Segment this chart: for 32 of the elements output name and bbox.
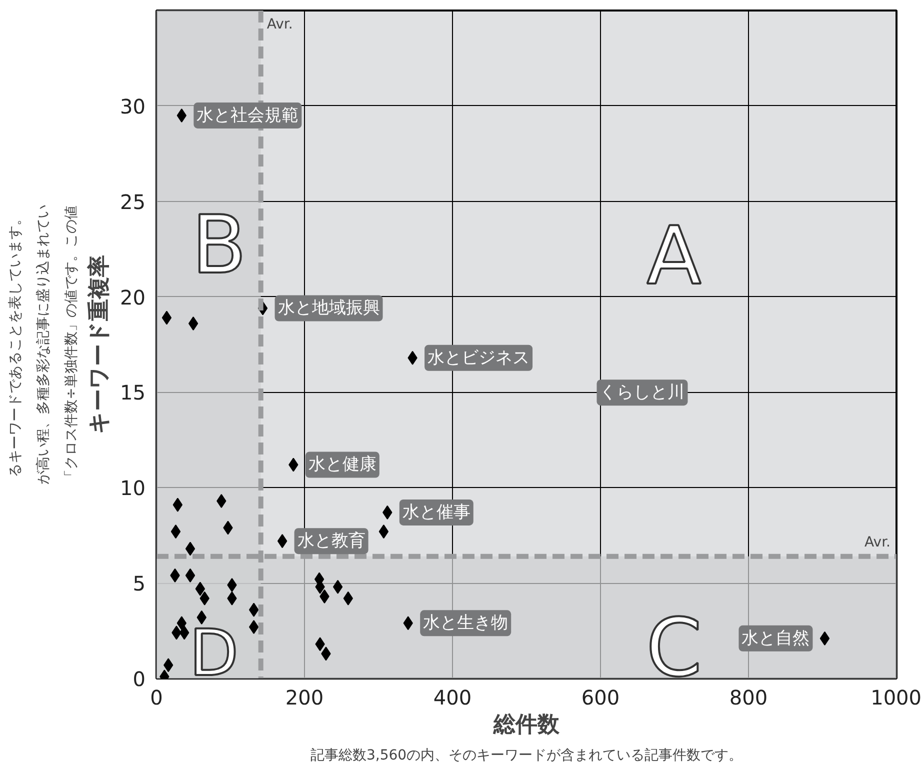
y-tick-label: 10 bbox=[120, 476, 146, 500]
annotation: くらしと川 bbox=[600, 382, 685, 403]
y-tick-label: 30 bbox=[120, 94, 146, 118]
text: 「クロス件数÷単独件数」の値です。この値が高い程、多種多彩な記事に盛り込まれているキーワードであることを表しています。 bbox=[8, 204, 80, 484]
annotation: B bbox=[192, 198, 247, 292]
annotation: 水と地域振興 bbox=[278, 298, 380, 318]
ref-line-label: Avr. bbox=[266, 16, 293, 32]
y-tick-label: 5 bbox=[132, 572, 146, 596]
annotation: C bbox=[646, 601, 702, 694]
y-tick-label: 20 bbox=[120, 285, 146, 310]
annotation: 水とビジネス bbox=[428, 348, 530, 368]
annotation: 水と生き物 bbox=[423, 613, 508, 634]
annotation: 水と自然 bbox=[742, 628, 810, 648]
x-tick-label: 200 bbox=[285, 686, 324, 710]
annotation: 水と催事 bbox=[402, 502, 470, 522]
y-tick-label: 25 bbox=[120, 190, 146, 214]
y-axis-title: キーワード重複率 bbox=[86, 255, 112, 434]
annotation: 水と健康 bbox=[308, 454, 376, 475]
annotation: A bbox=[646, 210, 702, 303]
x-tick-label: 0 bbox=[150, 686, 163, 710]
annotation: 水と教育 bbox=[297, 531, 366, 552]
y-tick-label: 0 bbox=[132, 667, 146, 691]
x-tick-label: 600 bbox=[581, 686, 620, 710]
annotation: 水と社会規範 bbox=[196, 105, 299, 126]
x-tick-label: 400 bbox=[433, 686, 472, 710]
x-tick-label: 1000 bbox=[870, 686, 921, 710]
text: 記事総数3,560の内、そのキーワードが含まれている記事件数です。 bbox=[310, 748, 743, 764]
y-tick-label: 15 bbox=[120, 380, 146, 405]
ref-line-label: Avr. bbox=[864, 534, 891, 550]
x-axis-title: 総件数 bbox=[492, 712, 560, 738]
annotation: D bbox=[189, 617, 239, 692]
x-tick-label: 800 bbox=[729, 686, 768, 710]
